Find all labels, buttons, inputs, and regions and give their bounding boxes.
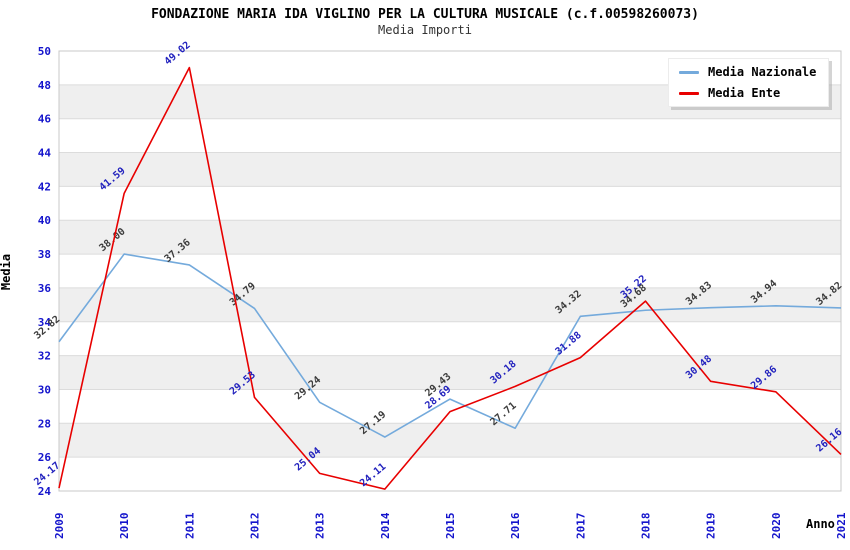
x-tick-label: 2018 [640,513,653,540]
point-label-media-ente: 49.02 [163,40,193,68]
y-tick-label: 32 [38,350,51,363]
y-tick-label: 26 [38,451,52,464]
y-tick-label: 38 [38,248,51,261]
plot-svg: 24 26 28 30 32 34 36 38 40 42 44 46 48 50 2009 2010 2011… [32,40,848,539]
x-tick-label: 2010 [118,513,131,540]
plot-band [59,152,841,187]
legend-label: Media Nazionale [708,65,817,79]
legend-item-media-nazionale: Media Nazionale [679,65,816,79]
x-tick-label: 2016 [509,512,522,539]
legend: Media Nazionale Media Ente [668,58,830,107]
legend-swatch-media-ente [679,91,699,95]
legend-swatch-media-nazionale [679,70,699,74]
chart-title: FONDAZIONE MARIA IDA VIGLINO PER LA CULT… [151,7,699,22]
plot-band [59,287,841,322]
x-tick-label: 2021 [835,512,848,539]
series-line-media-ente [58,66,842,490]
y-tick-label: 24 [38,485,52,498]
plot-band [59,423,841,458]
chart-subtitle: Media Importi [378,23,472,37]
legend-label: Media Ente [708,86,781,100]
y-tick-label: 46 [38,113,52,126]
point-label-media-ente: 31.88 [554,330,584,358]
x-tick-label: 2011 [183,512,196,539]
x-tick-label: 2020 [770,513,783,540]
y-tick-label: 42 [38,180,51,193]
y-tick-label: 48 [38,79,51,92]
y-tick-label: 50 [38,45,51,58]
point-label-media-ente: 24.11 [358,461,388,489]
x-tick-label: 2014 [379,512,392,539]
x-tick-label: 2017 [574,513,587,540]
x-tick-label: 2015 [444,513,457,540]
plot-band [59,220,841,255]
x-axis-title: Anno [806,517,835,531]
plot-border [58,50,842,492]
point-label-media-ente: 24.17 [32,460,62,488]
y-tick-label: 40 [38,214,51,227]
y-tick-label: 30 [38,383,51,396]
x-tick-label: 2013 [314,513,327,540]
y-tick-label: 44 [38,147,52,160]
y-tick-label: 34 [38,316,52,329]
x-tick-label: 2019 [705,513,718,540]
y-tick-label: 36 [38,282,52,295]
plot-band [59,355,841,390]
x-tick-label: 2012 [249,513,262,540]
y-axis-title: Media [0,253,13,291]
x-tick-label: 2009 [53,513,66,540]
legend-item-media-ente: Media Ente [679,86,816,100]
series-line-media-nazionale [58,253,842,438]
y-tick-label: 28 [38,417,51,430]
